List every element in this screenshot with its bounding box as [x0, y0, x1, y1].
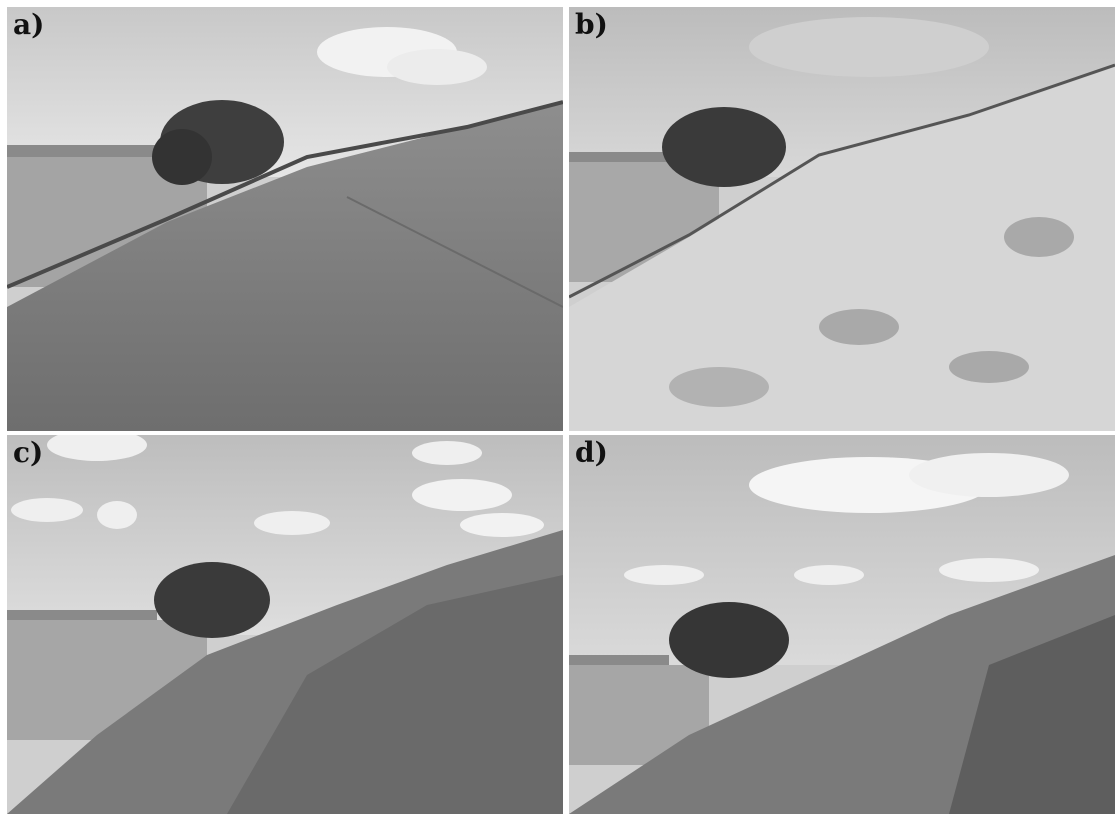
photo-panel-a: a) [7, 7, 563, 431]
photo-c-image [7, 435, 563, 814]
photo-panel-b: b) [569, 7, 1115, 431]
photo-panel-c: c) [7, 435, 563, 814]
panel-label-a: a) [13, 8, 45, 41]
panel-label-c: c) [13, 436, 44, 469]
panel-label-d: d) [575, 436, 608, 469]
photo-panel-d: d) [569, 435, 1115, 814]
photo-d-image [569, 435, 1115, 814]
photo-a-image [7, 7, 563, 431]
panel-label-b: b) [575, 8, 608, 41]
photo-b-image [569, 7, 1115, 431]
